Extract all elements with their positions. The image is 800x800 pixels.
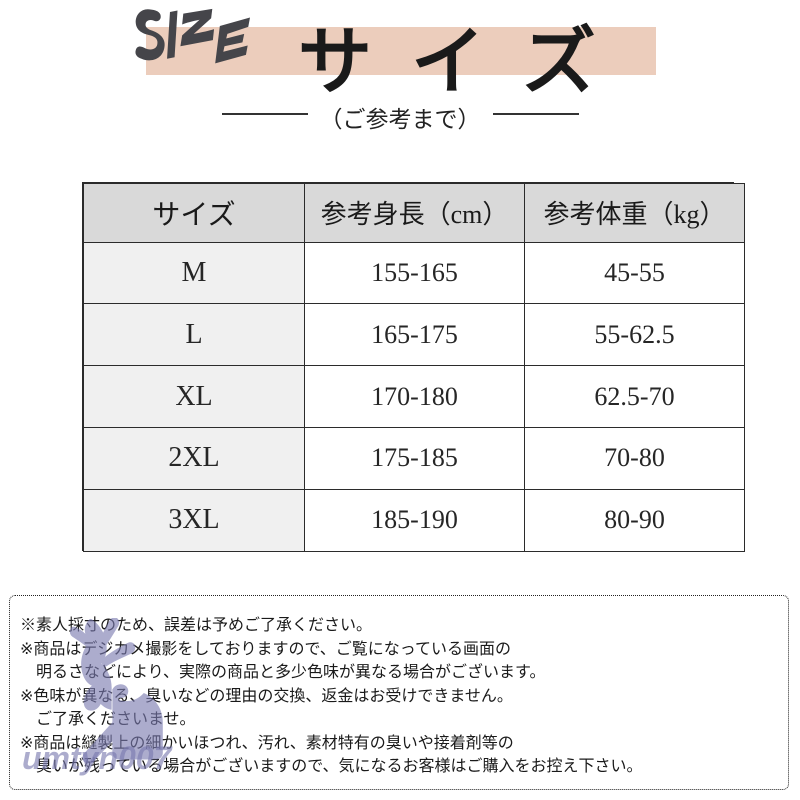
svg-text:umtyn007: umtyn007 [22,740,174,776]
